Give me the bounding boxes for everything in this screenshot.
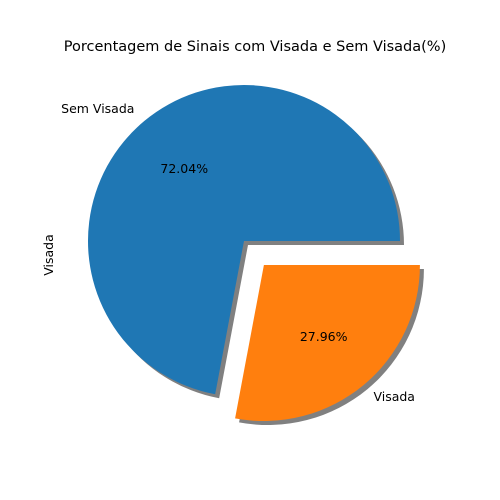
y-axis-label: Visada: [41, 234, 56, 276]
slice-layer: [88, 84, 420, 422]
label-layer: Sem Visada 72.04% Visada 27.96%: [61, 101, 415, 404]
slice-label-sem-visada: Sem Visada: [61, 101, 134, 116]
slice-visada: [235, 265, 420, 422]
slice-label-visada: Visada: [373, 389, 415, 404]
slice-percent-sem-visada: 72.04%: [160, 161, 208, 176]
slice-sem-visada: [88, 84, 401, 395]
chart-title: Porcentagem de Sinais com Visada e Sem V…: [64, 39, 446, 55]
slice-percent-visada: 27.96%: [300, 329, 348, 344]
